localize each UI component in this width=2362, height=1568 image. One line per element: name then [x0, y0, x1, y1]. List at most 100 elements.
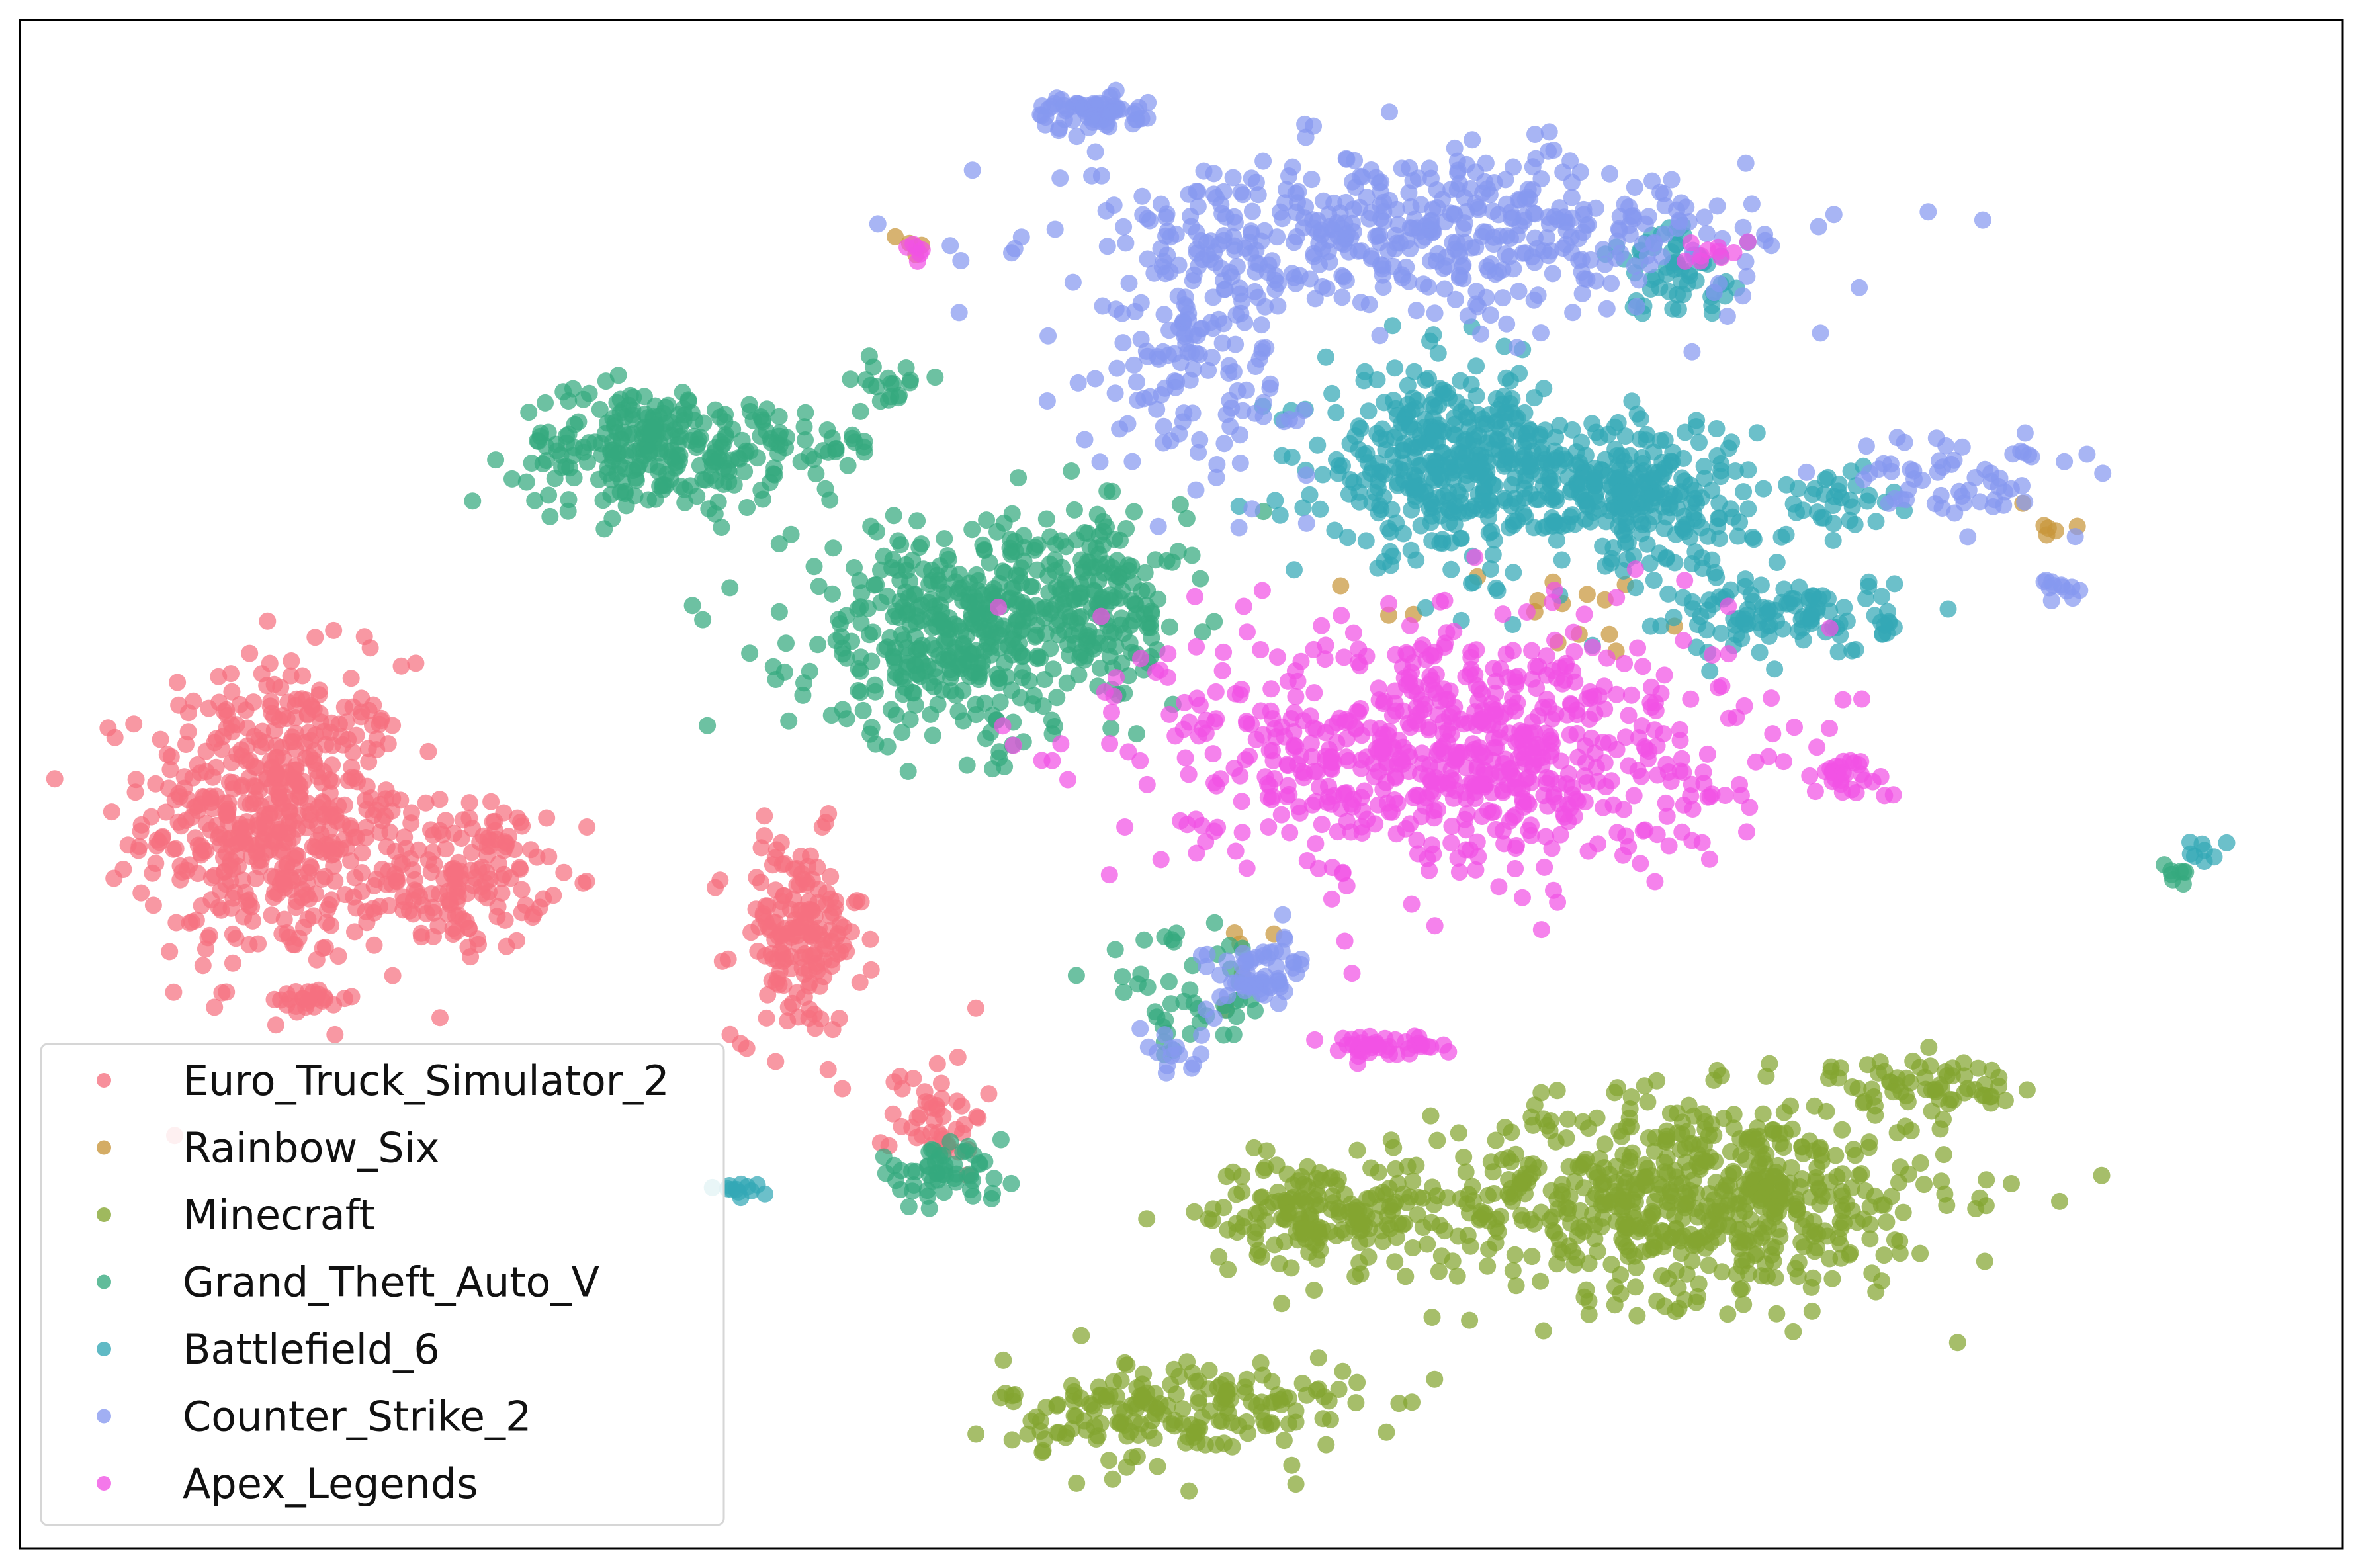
scatter-point: [1238, 1370, 1256, 1388]
scatter-point: [764, 658, 782, 675]
scatter-point: [1191, 431, 1209, 449]
scatter-point: [275, 875, 293, 893]
scatter-point: [1622, 1118, 1640, 1136]
scatter-point: [752, 839, 770, 857]
scatter-point: [992, 1131, 1010, 1149]
scatter-point: [963, 161, 981, 179]
scatter-point: [1535, 242, 1553, 260]
scatter-point: [1708, 197, 1726, 215]
scatter-point: [1937, 1063, 1954, 1080]
scatter-point: [1098, 482, 1116, 500]
scatter-point: [1823, 1270, 1841, 1287]
scatter-point: [498, 937, 515, 955]
scatter-point: [591, 400, 609, 418]
scatter-point: [1138, 775, 1156, 793]
scatter-point: [1497, 245, 1514, 263]
scatter-point: [284, 829, 302, 847]
scatter-point: [1253, 1393, 1270, 1411]
scatter-point: [1135, 931, 1153, 949]
scatter-point: [1523, 1248, 1541, 1266]
scatter-point: [1691, 1160, 1709, 1178]
scatter-point: [1626, 179, 1643, 196]
scatter-point: [1401, 240, 1419, 257]
scatter-point: [1723, 433, 1741, 451]
scatter-point: [470, 861, 488, 879]
scatter-point: [1559, 1110, 1577, 1128]
scatter-point: [1116, 1354, 1134, 1372]
scatter-point: [293, 889, 311, 906]
scatter-point: [1861, 1230, 1879, 1248]
scatter-point: [304, 838, 322, 855]
scatter-point: [357, 829, 374, 846]
scatter-point: [186, 799, 204, 816]
scatter-point: [1553, 551, 1571, 569]
scatter-point: [1719, 1305, 1737, 1323]
scatter-point: [991, 693, 1009, 711]
scatter-point: [127, 771, 145, 789]
scatter-point: [1085, 110, 1103, 128]
scatter-point: [1773, 593, 1790, 611]
scatter-point: [1275, 1432, 1293, 1450]
scatter-point: [1894, 1203, 1912, 1221]
scatter-point: [1526, 1215, 1543, 1233]
scatter-point: [1236, 314, 1254, 331]
scatter-point: [1919, 203, 1937, 221]
scatter-point: [1254, 152, 1272, 170]
scatter-point: [1315, 1388, 1333, 1406]
scatter-point: [1028, 597, 1045, 615]
scatter-point: [1050, 122, 1068, 140]
scatter-point: [1503, 390, 1521, 408]
scatter-point: [1155, 434, 1172, 452]
scatter-point: [1548, 1082, 1566, 1100]
scatter-point: [1374, 1233, 1392, 1250]
scatter-point: [346, 923, 363, 941]
scatter-point: [624, 401, 642, 419]
scatter-point: [1101, 1387, 1119, 1405]
scatter-point: [222, 665, 240, 683]
scatter-point: [849, 600, 867, 618]
scatter-point: [265, 675, 283, 693]
scatter-point: [1194, 623, 1211, 641]
scatter-point: [1480, 1241, 1498, 1258]
scatter-point: [1149, 1043, 1166, 1061]
scatter-point: [407, 654, 425, 672]
scatter-point: [1765, 1168, 1782, 1186]
scatter-point: [1600, 625, 1618, 643]
scatter-point: [1978, 1171, 1995, 1189]
scatter-point: [1034, 697, 1052, 715]
scatter-point: [1608, 685, 1626, 703]
scatter-point: [1237, 381, 1255, 399]
scatter-point: [1272, 806, 1290, 824]
scatter-point: [809, 858, 826, 876]
scatter-point: [1205, 914, 1223, 932]
scatter-point: [1756, 226, 1774, 243]
scatter-point: [1810, 218, 1827, 236]
scatter-point: [517, 473, 535, 491]
scatter-point: [304, 983, 322, 1001]
scatter-point: [1812, 324, 1829, 342]
scatter-point: [495, 842, 513, 859]
scatter-point: [1504, 1262, 1522, 1280]
scatter-point: [197, 814, 215, 832]
scatter-point: [963, 521, 981, 539]
scatter-point: [1507, 410, 1525, 428]
scatter-point: [1477, 154, 1495, 172]
scatter-point: [970, 671, 988, 689]
scatter-point: [1580, 1305, 1598, 1323]
scatter-point: [523, 455, 541, 472]
scatter-point: [1186, 1203, 1203, 1221]
scatter-point: [1327, 404, 1345, 421]
scatter-point: [1065, 1383, 1083, 1401]
scatter-point: [1015, 527, 1033, 544]
scatter-point: [2037, 572, 2055, 589]
scatter-point: [1097, 202, 1115, 220]
scatter-point: [640, 445, 658, 462]
scatter-point: [1713, 1263, 1731, 1281]
scatter-point: [1058, 1424, 1076, 1442]
scatter-point: [1227, 842, 1245, 860]
scatter-point: [194, 957, 212, 975]
scatter-point: [805, 558, 823, 576]
scatter-point: [1276, 1211, 1294, 1229]
scatter-point: [1305, 117, 1323, 135]
scatter-point: [1464, 131, 1481, 149]
